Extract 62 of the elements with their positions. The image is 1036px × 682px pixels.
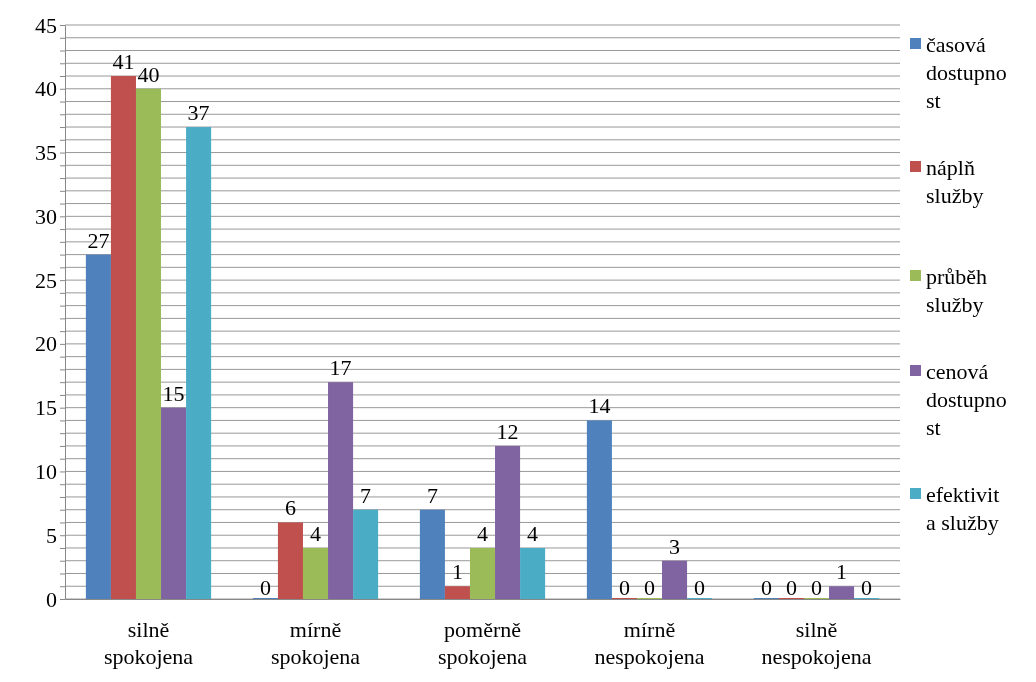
y-tick-label: 40: [35, 76, 57, 102]
y-tick-label: 30: [35, 203, 57, 229]
bar: [302, 547, 329, 599]
bar: [328, 382, 354, 599]
bar: [469, 547, 496, 599]
bar: [444, 586, 470, 599]
bar: [586, 420, 612, 599]
y-tick-label: 5: [46, 522, 57, 548]
bar: [277, 522, 303, 599]
bar: [161, 407, 187, 599]
data-label: 0: [811, 575, 822, 600]
legend-label: časová dostupnost: [926, 32, 1007, 113]
bar: [495, 445, 521, 599]
x-tick-label: mírně nespokojena: [594, 617, 705, 669]
y-tick-label: 20: [35, 331, 57, 357]
bar: [419, 509, 445, 599]
data-label: 40: [137, 61, 160, 87]
x-tick-label: poměrně spokojena: [437, 617, 528, 669]
data-label: 1: [451, 559, 463, 585]
data-label: 27: [87, 227, 110, 253]
y-tick-label: 35: [35, 140, 57, 166]
data-label: 6: [284, 495, 296, 521]
x-tick-label: mírně spokojena: [270, 617, 361, 669]
data-label: 7: [360, 482, 372, 508]
bar: [829, 586, 855, 599]
data-label: 4: [477, 520, 488, 546]
bar: [353, 509, 379, 599]
bar: [135, 88, 162, 599]
data-label: 14: [588, 393, 611, 419]
data-label: 37: [187, 100, 210, 126]
data-label: 0: [618, 575, 630, 600]
data-label: 15: [162, 380, 185, 406]
data-label: 0: [694, 575, 706, 600]
legend-label: náplň služby: [926, 155, 984, 208]
data-label: 0: [861, 575, 873, 600]
x-tick-label: silně spokojena: [103, 617, 194, 669]
y-tick-label: 10: [35, 458, 57, 484]
data-label: 7: [426, 482, 438, 508]
data-label: 4: [527, 520, 539, 546]
data-label: 0: [760, 575, 772, 600]
legend-label: cenová dostupnost: [926, 359, 1007, 440]
y-tick-label: 45: [35, 12, 57, 38]
data-label: 1: [836, 559, 848, 585]
data-label: 41: [112, 49, 135, 75]
bar: [186, 127, 212, 599]
bar: [662, 560, 688, 599]
data-label: 0: [644, 575, 655, 600]
bar: [520, 547, 546, 599]
y-tick-label: 0: [46, 586, 57, 612]
data-label: 3: [669, 533, 681, 559]
legend-label: efektivita služby: [926, 482, 1000, 535]
data-label: 4: [310, 520, 321, 546]
data-label: 17: [329, 355, 352, 381]
y-tick-label: 25: [35, 267, 57, 293]
bar: [85, 254, 111, 599]
legend-label: průběh služby: [926, 264, 988, 317]
data-label: 0: [785, 575, 797, 600]
bar: [110, 76, 136, 599]
data-label: 0: [259, 575, 271, 600]
y-tick-label: 15: [35, 395, 57, 421]
data-label: 12: [496, 418, 519, 444]
x-tick-label: silně nespokojena: [761, 617, 872, 669]
